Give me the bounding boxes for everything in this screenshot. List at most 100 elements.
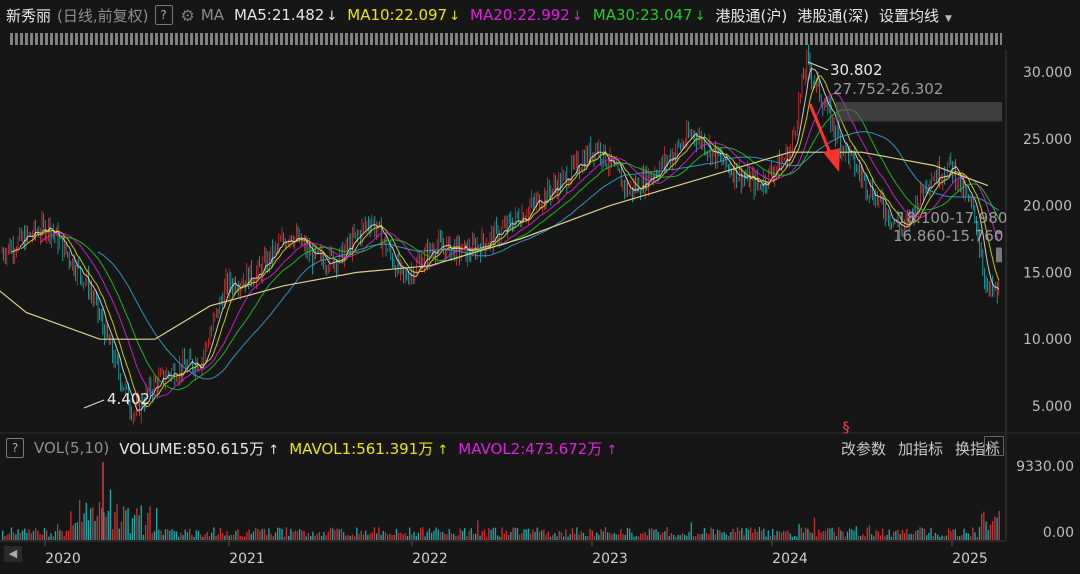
volume-bar [8,533,10,540]
close-icon[interactable]: ✕ [984,436,1004,456]
volume-bar [893,531,895,540]
volume-bar [215,535,217,540]
volume-bar [406,535,409,540]
volume-bar [184,529,186,540]
volume-bar [420,527,422,540]
volume-bar [730,532,732,540]
arrow-down-icon: ↓ [694,9,706,24]
volume-bar [162,534,164,540]
volume-bar [585,536,587,540]
volume-bar [171,529,173,540]
help-icon[interactable]: ? [154,5,173,25]
volume-bar [444,533,446,540]
volume-bar [620,529,622,540]
volume-bar [780,532,783,540]
volume-bar [114,512,116,540]
volume-bar [648,528,651,540]
volume-bar [714,534,717,540]
volume-bar [123,506,125,540]
volume-bar [272,536,274,540]
volume-bar [556,536,558,540]
volume-bar [208,536,211,540]
indicator-action-3[interactable]: 换指标 [954,439,1000,458]
volume-bar [32,530,35,540]
volume-bar [732,528,734,540]
volume-bar [35,528,37,540]
volume-bar [934,532,937,540]
volume-bar [233,534,235,540]
volume-bar [120,521,123,540]
volume-bar [48,536,50,540]
volume-bar [580,531,582,540]
volume-bar [250,533,252,540]
volume-bar [415,535,417,540]
indicator-action-1[interactable]: 改参数 [840,439,886,458]
volume-bar [158,529,160,540]
volume-bar [365,530,367,540]
ma-value-4: MA30:23.047 ↓ [592,6,706,24]
volume-bar [266,534,268,540]
volume-bar [30,533,32,540]
volume-bar [21,530,24,540]
volume-bar [602,531,604,540]
indicator-action-2[interactable]: 加指标 [897,439,943,458]
help-icon[interactable]: ? [6,438,24,458]
volume-bar [391,534,393,540]
volume-bar [446,534,448,540]
volume-bar [483,529,486,540]
volume-bar [98,501,101,540]
volume-bar [877,531,879,540]
volume-bar [450,533,453,540]
volume-bar [611,534,613,540]
volume-bar [668,535,670,540]
volume-bar [974,532,976,540]
volume-bar [864,536,866,540]
volume-bar [802,532,805,540]
hk-connect-sz[interactable]: 港股通(深) [797,6,869,25]
volume-bar [490,529,492,540]
settings-ma-button[interactable]: 设置均线 ▼ [878,6,952,25]
volume-bar [547,531,549,540]
volume-bar [448,528,450,540]
gap-zone [996,230,1002,234]
volume-bar [466,536,468,540]
volume-bar [340,528,343,540]
volume-bar [868,525,871,540]
volume-bar [851,529,853,540]
scroll-left-icon[interactable]: ◀ [4,546,22,562]
volume-bar [79,499,81,540]
volume-value-1: VOLUME:850.615万 ↑ [119,439,280,458]
volume-bar [389,533,391,540]
volume-bar [635,535,637,540]
volume-bar [811,533,813,540]
volume-bar [956,536,959,540]
volume-bar [666,527,668,540]
volume-bar [992,521,994,540]
volume-bar [910,533,912,540]
volume-bar [274,532,277,540]
gear-icon[interactable]: ⚙ [180,5,195,25]
volume-bar [211,532,213,540]
volume-bar [816,536,818,540]
volume-bar [323,531,325,540]
volume-bar [912,534,915,540]
volume-bar [475,533,477,540]
volume-bar [569,534,571,540]
volume-bar [763,528,765,540]
volume-bar [886,534,888,540]
price-tick-label: 30.000 [1023,65,1072,81]
volume-bar [532,529,534,540]
volume-bar [37,530,39,540]
volume-bar [699,534,701,540]
volume-bar [510,531,512,540]
volume-bar [657,532,659,540]
volume-bar [173,530,175,540]
volume-bar [354,536,356,540]
x-tick-label: 2025 [952,551,988,567]
volume-bar [182,535,184,540]
volume-bar [901,529,904,540]
volume-bar [439,532,442,540]
hk-connect-sh[interactable]: 港股通(沪) [715,6,788,25]
ma30-line [59,108,1000,391]
